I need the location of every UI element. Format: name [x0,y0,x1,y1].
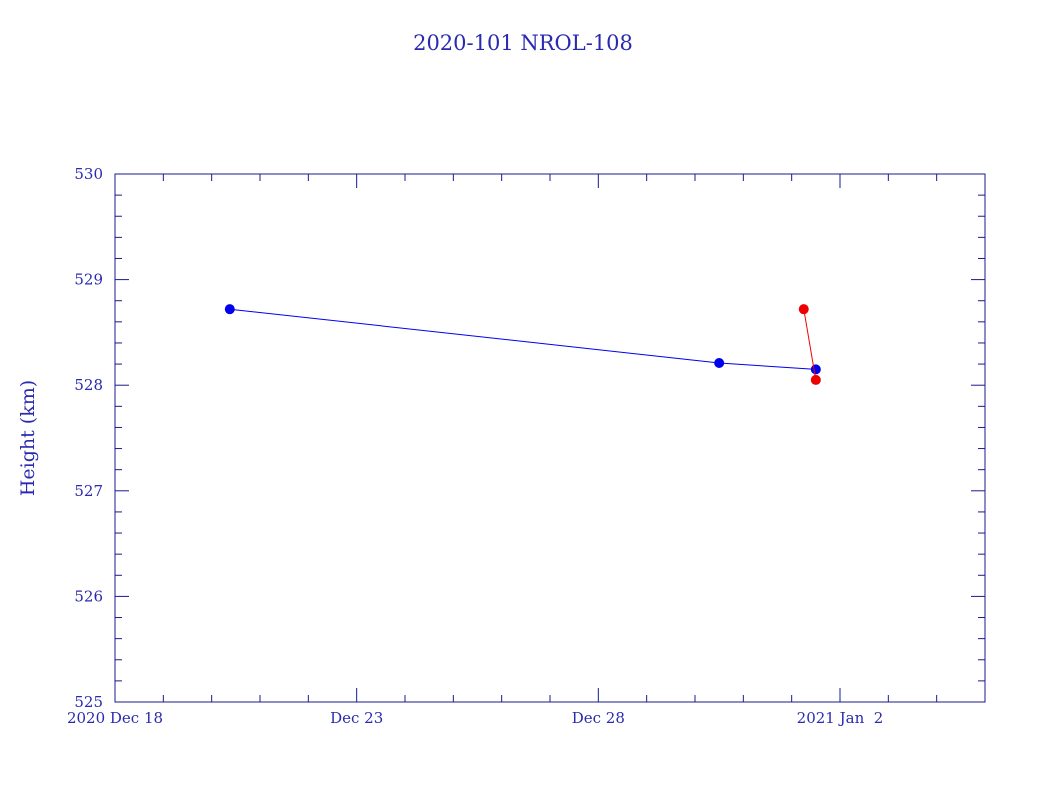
y-tick-label: 528 [74,376,103,394]
x-tick-label: Dec 23 [330,709,383,727]
y-tick-label: 525 [74,693,103,711]
axis-ticks [114,173,986,703]
axis-tick-labels: 525 526 527 528 529 530 2020 Dec 18 Dec 23 Dec 2… [67,165,883,727]
data-point-0 [714,358,725,369]
series-line-0 [229,308,816,370]
data-point-1 [810,374,821,385]
series-layer [224,304,821,385]
y-tick-label: 530 [74,165,103,183]
data-point-1 [798,304,809,315]
plot-frame [114,173,986,703]
series-line-1 [803,309,817,380]
data-point-0 [810,364,821,375]
y-tick-label: 527 [74,482,103,500]
x-tick-label: Dec 28 [572,709,625,727]
chart-title: 2020-101 NROL-108 [413,31,633,55]
y-tick-label: 526 [74,587,103,605]
y-axis-label: Height (km) [17,380,39,496]
data-point-0 [224,304,235,315]
x-tick-label: 2021 Jan 2 [797,709,884,727]
x-tick-label: 2020 Dec 18 [67,709,163,727]
y-tick-label: 529 [74,271,103,289]
